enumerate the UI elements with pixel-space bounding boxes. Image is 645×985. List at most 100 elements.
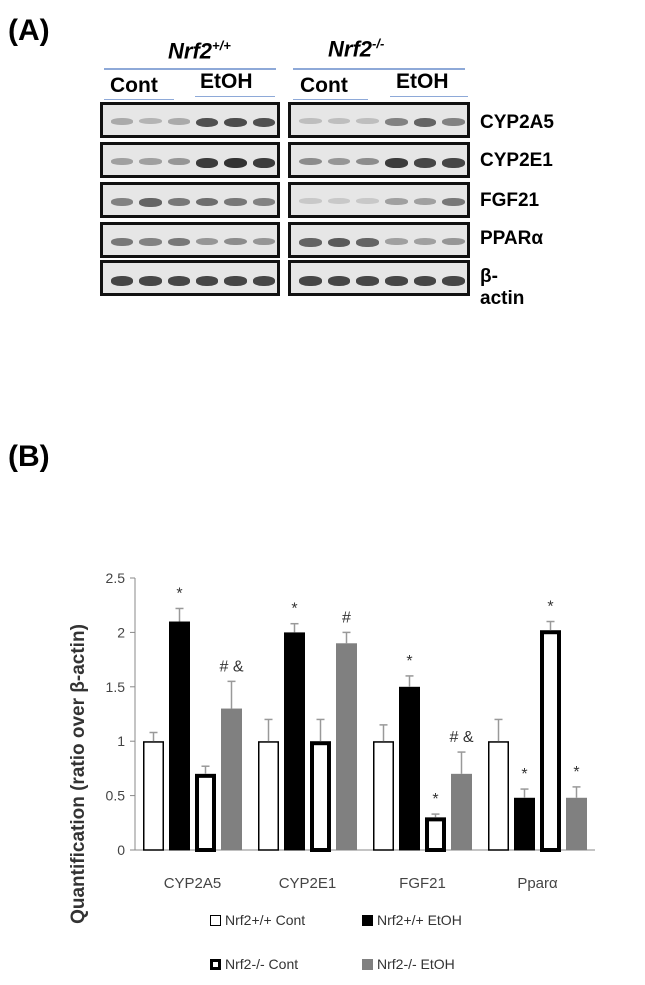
genotype-sup-wt: +/+ [212, 38, 231, 53]
bar [373, 741, 394, 851]
y-tick-label: 1.5 [106, 679, 126, 695]
blot-band [196, 198, 219, 207]
bar [488, 741, 509, 851]
blot-2-1 [288, 182, 470, 218]
blot-band [413, 118, 437, 127]
blot-band [196, 158, 219, 168]
condition-underline-wt-etoh [195, 96, 275, 97]
blot-band [327, 118, 351, 124]
significance-label: * [291, 601, 297, 618]
blot-band [442, 238, 465, 246]
bar [399, 686, 420, 851]
legend-item: Nrf2+/+ Cont [210, 912, 305, 928]
blot-band [385, 118, 408, 126]
significance-label: # & [449, 729, 473, 746]
bar [566, 797, 587, 851]
blot-band [299, 238, 322, 247]
condition-label-wt-etoh: EtOH [200, 70, 253, 93]
blot-band [413, 238, 437, 245]
legend-label: Nrf2-/- EtOH [377, 956, 455, 972]
blot-band [111, 118, 134, 125]
blot-band [196, 118, 219, 128]
genotype-name-wt: Nrf2 [168, 38, 213, 64]
blot-band [356, 238, 379, 247]
x-tick-label: Pparα [517, 875, 558, 892]
blot-band [327, 198, 351, 204]
blot-band [139, 198, 162, 207]
blot-band [167, 158, 190, 166]
condition-underline-ko-cont [293, 99, 368, 100]
y-tick-label: 2 [117, 624, 125, 640]
genotype-label-wt: Nrf2+/+ [168, 38, 231, 64]
blot-band [224, 198, 247, 206]
blot-band [299, 118, 322, 124]
bar [258, 741, 279, 851]
panel-a-label: (A) [8, 14, 50, 47]
y-axis-title: Quantification (ratio over β-actin) [68, 624, 89, 924]
genotype-label-ko: Nrf2-/- [328, 36, 384, 62]
genotype-underline-ko [293, 68, 465, 70]
protein-label-cyp2a5: CYP2A5 [480, 112, 554, 133]
blot-band [111, 276, 134, 286]
blot-1-1 [288, 142, 470, 178]
bar [425, 817, 446, 852]
panel-b-label: (B) [8, 440, 50, 473]
blot-band [111, 158, 134, 165]
significance-label: # & [219, 658, 243, 675]
blot-band [327, 158, 351, 166]
blot-band [299, 198, 322, 204]
condition-underline-ko-etoh [390, 96, 468, 97]
blot-band [413, 158, 437, 168]
blot-band [442, 198, 465, 206]
genotype-sup-ko: -/- [372, 36, 385, 51]
blot-band [224, 118, 247, 128]
blot-band [356, 198, 379, 204]
blot-band [111, 238, 134, 246]
blot-band [413, 198, 437, 205]
genotype-name-ko: Nrf2 [328, 36, 373, 62]
blot-band [252, 238, 275, 246]
blot-band [356, 118, 379, 124]
blot-band [385, 158, 408, 168]
blot-band [252, 118, 275, 128]
legend-swatch [210, 958, 221, 970]
genotype-underline-wt [104, 68, 276, 70]
legend-item: Nrf2-/- Cont [210, 956, 298, 972]
blot-band [442, 158, 465, 168]
blot-3-1 [288, 222, 470, 258]
y-tick-label: 0.5 [106, 788, 126, 804]
bar [195, 773, 216, 853]
condition-label-ko-cont: Cont [300, 74, 348, 97]
blot-0-0 [100, 102, 280, 138]
blot-band [385, 238, 408, 245]
significance-label: * [406, 653, 412, 670]
significance-label: # [342, 609, 351, 626]
blot-band [385, 198, 408, 205]
blot-3-0 [100, 222, 280, 258]
blot-4-0 [100, 260, 280, 296]
blot-band [196, 276, 219, 286]
blot-band [224, 158, 247, 169]
blot-band [356, 276, 379, 286]
blot-band [327, 276, 351, 286]
blot-band [139, 158, 162, 165]
bar [221, 708, 242, 851]
blot-band [167, 276, 190, 286]
significance-label: * [432, 791, 438, 808]
blot-band [139, 276, 162, 286]
y-tick-label: 1 [117, 733, 125, 749]
blot-band [167, 198, 190, 206]
blot-band [139, 238, 162, 246]
x-tick-label: CYP2A5 [164, 875, 222, 892]
blot-band [252, 276, 275, 286]
blot-band [327, 238, 351, 247]
blot-band [299, 158, 322, 166]
blot-band [442, 118, 465, 126]
bar [284, 632, 305, 851]
blot-band [224, 238, 247, 246]
bar [514, 797, 535, 851]
blot-band [224, 276, 247, 286]
blot-band [167, 118, 190, 125]
x-tick-label: FGF21 [399, 875, 446, 892]
bar [451, 773, 472, 851]
